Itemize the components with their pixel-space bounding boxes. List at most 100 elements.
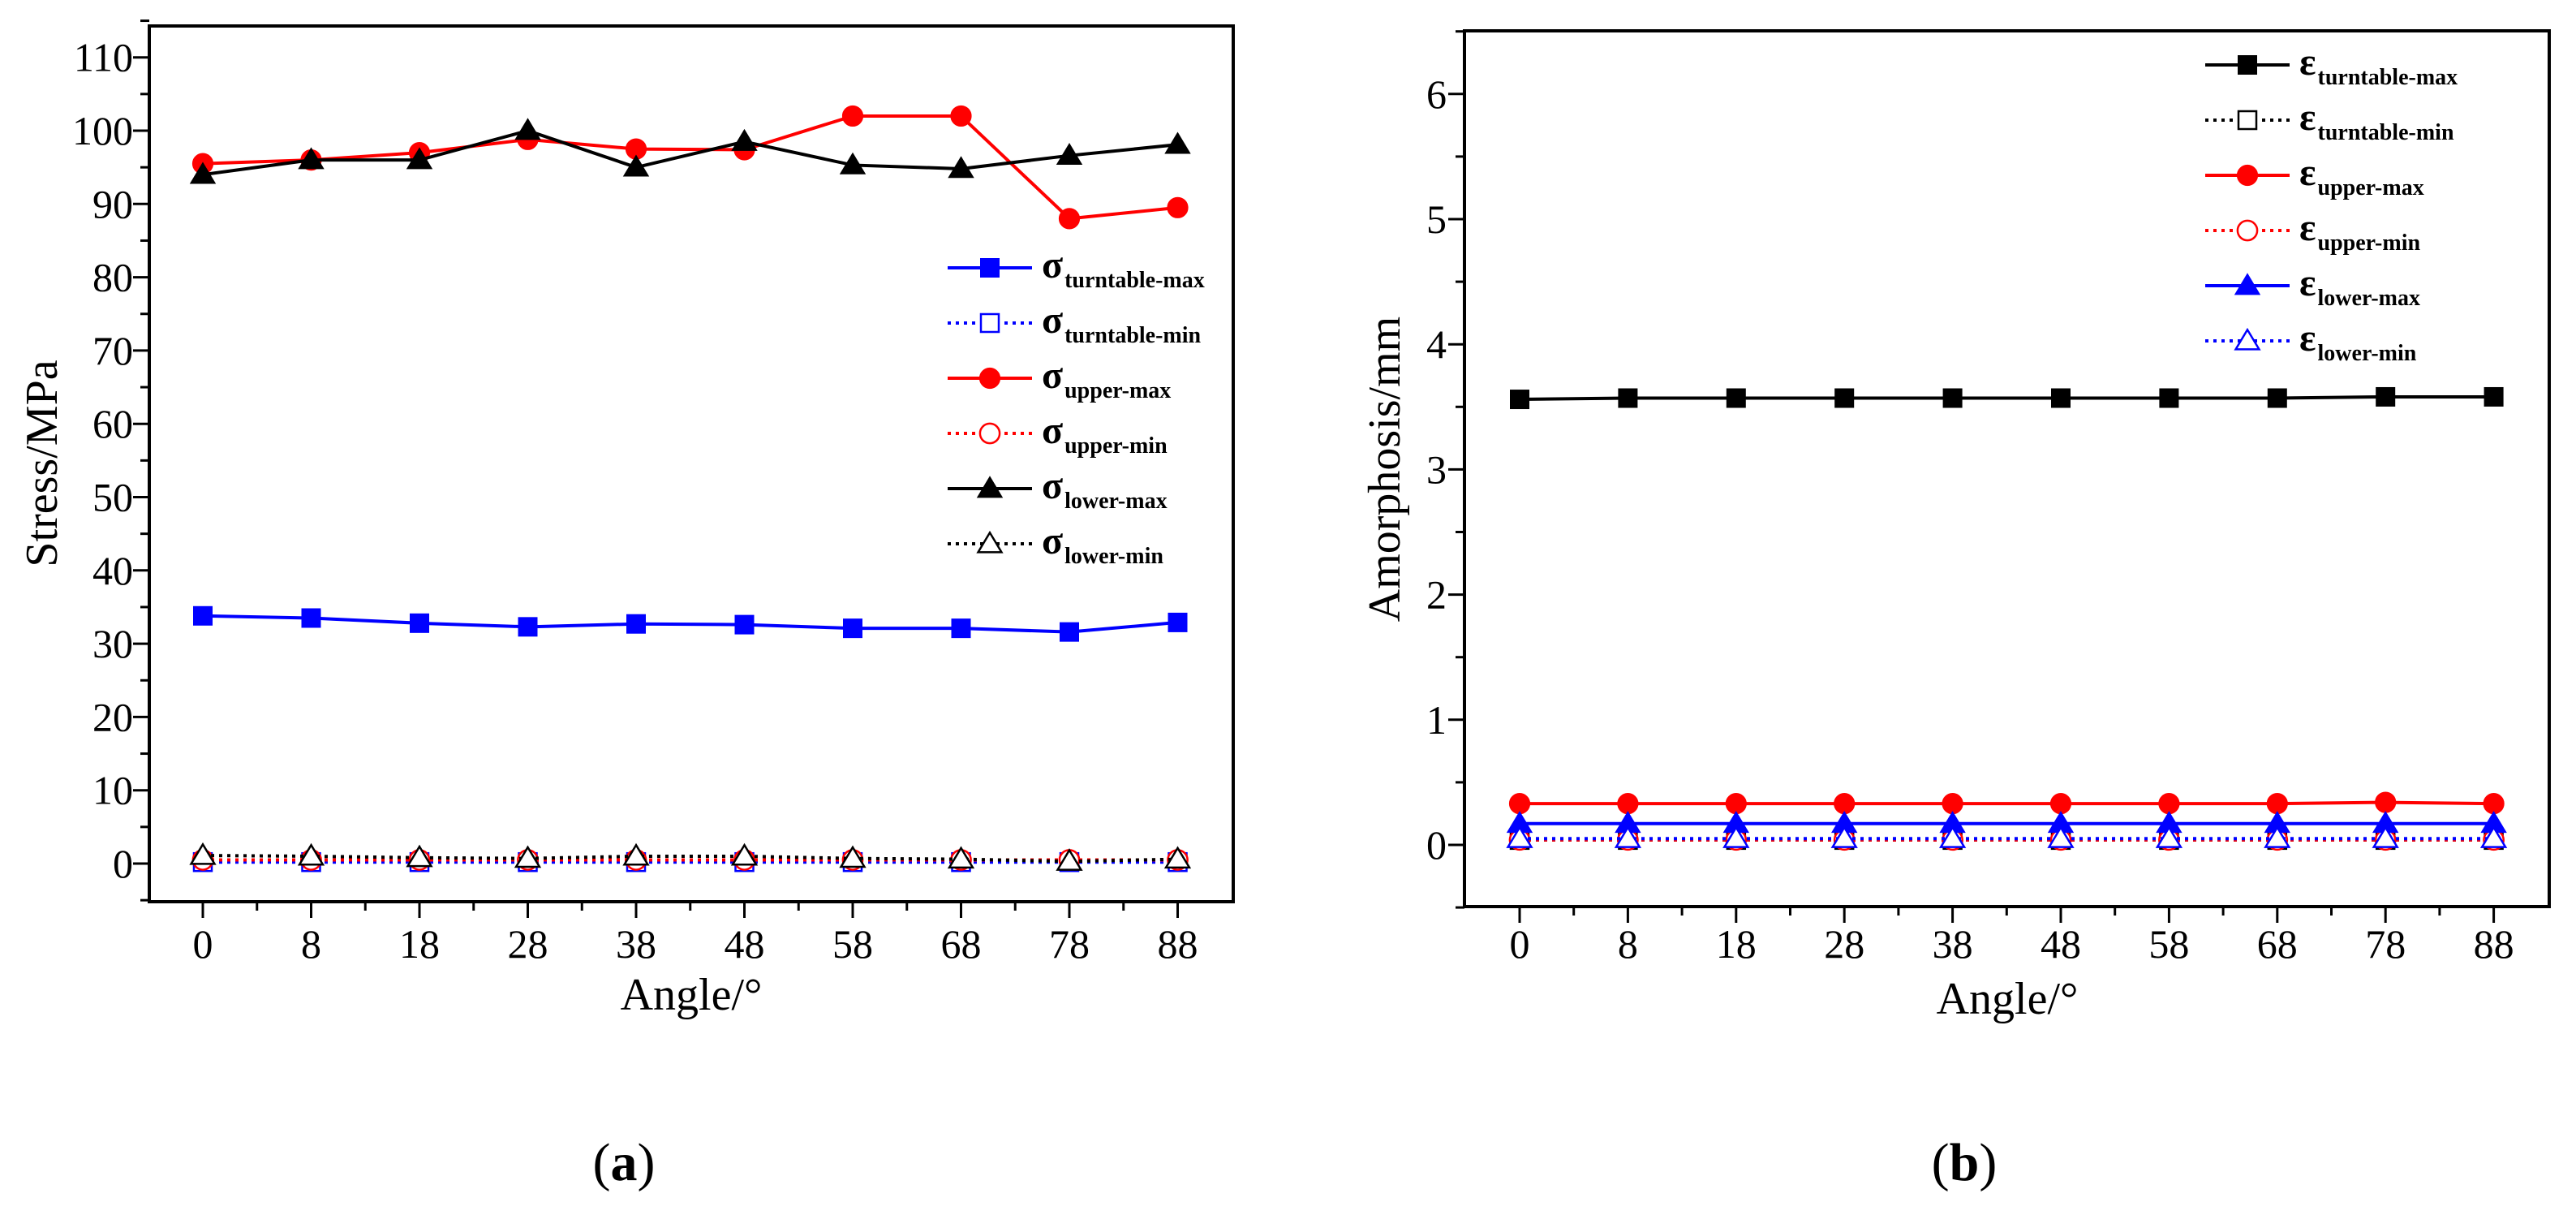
legend-label: σturntable-max <box>1042 243 1205 293</box>
legend-subscript: upper-max <box>2318 175 2424 200</box>
data-point-lower-max <box>406 147 433 170</box>
panel-letter-a: a <box>611 1133 638 1192</box>
y-tick-label: 110 <box>74 35 133 80</box>
legend-subscript: lower-max <box>1064 489 1167 514</box>
legend-symbol: ε <box>2299 96 2316 139</box>
legend-label: σupper-max <box>1042 354 1171 403</box>
series-line-turntable-max <box>202 614 1178 634</box>
data-point-lower-max <box>839 152 867 174</box>
x-tick-label: 38 <box>616 921 656 967</box>
data-point-lower-min <box>839 845 867 868</box>
y-tick-label: 60 <box>92 401 133 446</box>
series-upper-max <box>191 105 1189 230</box>
legend-symbol: σ <box>1042 519 1063 562</box>
data-point-lower-min <box>1830 825 1858 848</box>
data-point-lower-min <box>622 842 650 866</box>
legend-symbol: σ <box>1042 243 1063 287</box>
data-point-turntable-max <box>1726 388 1746 408</box>
legend-symbol: σ <box>1042 299 1063 342</box>
data-point-upper-max <box>1167 196 1189 218</box>
data-point-turntable-max <box>2267 388 2287 408</box>
series-turntable-max <box>1510 386 2504 410</box>
legend-subscript: upper-min <box>1064 433 1168 459</box>
tick-labels-a: 0 8 18 28 38 48 58 68 78 88 0 10 20 30 40 50 60 70 80 90 100… <box>72 35 1198 967</box>
data-point-turntable-max <box>193 605 213 626</box>
legend-symbol: σ <box>1042 354 1063 397</box>
y-axis-title-b: Amorphosis/mm <box>1360 317 1410 622</box>
data-point-turntable-max <box>1060 622 1079 642</box>
y-tick-label: 100 <box>72 108 133 153</box>
x-tick-label: 0 <box>193 921 213 967</box>
data-point-lower-min <box>406 844 433 868</box>
legend-item-turntable-max: εturntable-max <box>2205 41 2458 90</box>
series-line-upper-max <box>1520 800 2494 806</box>
legend-label: σupper-min <box>1042 409 1168 459</box>
series-lower-max <box>189 118 1191 184</box>
series-lower-min <box>1506 825 2508 848</box>
chart-a: 0 8 18 28 38 48 58 68 78 88 0 10 20 30 40 50 60 70 80 90 100… <box>17 19 1235 1192</box>
data-point-lower-max <box>948 156 974 179</box>
legend-marker <box>2234 273 2261 295</box>
legend-marker <box>976 530 1004 554</box>
x-axis-title-a: Angle/° <box>621 970 763 1020</box>
series-upper-max <box>1508 791 2505 815</box>
data-point-lower-min <box>1163 846 1192 869</box>
data-point-lower-min <box>514 845 542 868</box>
legend-marker <box>2236 164 2259 187</box>
data-point-turntable-max <box>410 613 429 633</box>
data-point-upper-max <box>2483 793 2505 815</box>
legend-subscript: turntable-min <box>1064 323 1201 348</box>
series-line-lower-min <box>202 854 1178 864</box>
x-tick-label: 38 <box>1933 921 1973 967</box>
series-line-turntable-max <box>1519 394 2494 402</box>
x-axis-title-b: Angle/° <box>1937 974 2079 1024</box>
x-tick-label: 18 <box>1716 921 1757 967</box>
series-upper-min <box>191 849 1189 871</box>
legend-label: σlower-max <box>1042 464 1168 514</box>
legend-subscript: upper-max <box>1064 378 1171 403</box>
data-point-lower-min <box>947 846 975 869</box>
legend-item-lower-min: σlower-min <box>948 519 1163 569</box>
chart-b: 0 8 18 28 38 48 58 68 78 88 0 1 2 3 4 5 6 Angle/° Amorph… <box>1360 29 2551 1192</box>
x-tick-label: 68 <box>941 921 982 967</box>
legend-item-upper-min: σupper-min <box>948 409 1168 459</box>
legend-subscript: turntable-max <box>1064 268 1205 293</box>
legend-label: σturntable-min <box>1042 299 1202 348</box>
legend-subscript: lower-min <box>1064 544 1163 569</box>
data-point-lower-max <box>1164 131 1191 154</box>
data-point-upper-max <box>2266 793 2288 815</box>
legend-subscript: turntable-max <box>2318 65 2458 90</box>
y-tick-label: 0 <box>1426 822 1447 868</box>
axis-ticks-a <box>133 19 1179 918</box>
y-tick-label: 30 <box>92 621 133 666</box>
y-tick-label: 70 <box>92 328 133 373</box>
series-layer-a <box>189 105 1192 872</box>
data-point-upper-max <box>1058 208 1081 230</box>
y-tick-label: 6 <box>1426 71 1447 117</box>
y-tick-label: 90 <box>92 181 133 226</box>
data-point-lower-max <box>298 147 325 170</box>
legend-item-lower-min: εlower-min <box>2205 317 2417 366</box>
data-point-lower-min <box>2264 825 2291 848</box>
x-tick-label: 8 <box>301 921 321 967</box>
legend-item-turntable-min: εturntable-min <box>2205 96 2454 145</box>
legend-symbol: ε <box>2299 41 2316 84</box>
data-point-lower-min <box>1722 825 1750 848</box>
data-point-lower-max <box>731 128 758 151</box>
series-lower-min <box>189 842 1192 871</box>
legend-item-lower-max: σlower-max <box>948 464 1168 514</box>
tick-labels-b: 0 8 18 28 38 48 58 68 78 88 0 1 2 3 4 5 6 <box>1426 71 2514 967</box>
data-point-lower-min <box>1506 825 1533 848</box>
data-point-upper-max <box>2049 793 2072 815</box>
data-point-upper-max <box>1617 793 1639 815</box>
x-tick-label: 88 <box>2474 921 2514 967</box>
legend-item-lower-max: εlower-max <box>2205 261 2420 311</box>
x-tick-label: 28 <box>508 921 548 967</box>
legend-marker <box>978 367 1001 390</box>
x-tick-label: 8 <box>1618 921 1638 967</box>
legend-item-turntable-max: σturntable-max <box>948 243 1205 293</box>
legend-subscript: upper-min <box>2318 231 2421 256</box>
y-tick-label: 50 <box>92 475 133 520</box>
data-point-upper-max <box>2158 793 2180 815</box>
